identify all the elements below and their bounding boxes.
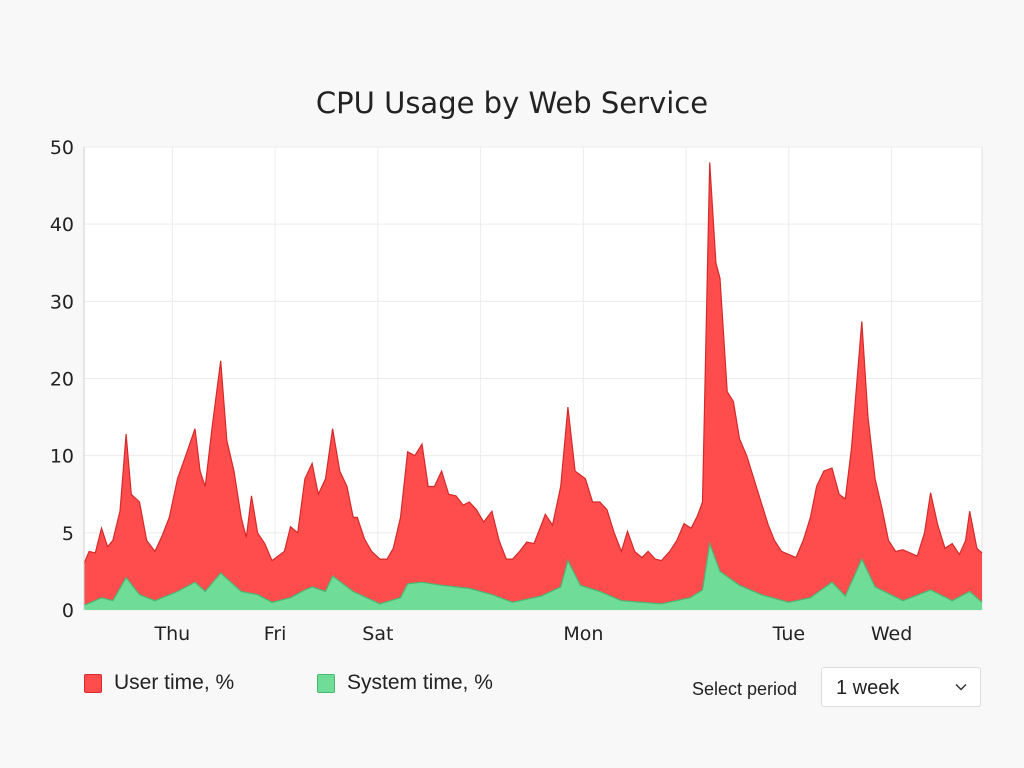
user-time-area bbox=[84, 162, 982, 610]
x-tick-label: Thu bbox=[154, 623, 191, 645]
y-tick-label: 30 bbox=[50, 291, 74, 313]
legend-label-system: System time, % bbox=[347, 671, 493, 694]
x-tick-label: Fri bbox=[264, 623, 287, 645]
legend-swatch-system bbox=[317, 673, 335, 693]
y-tick-label: 0 bbox=[62, 600, 74, 622]
x-tick-label: Tue bbox=[772, 623, 805, 645]
x-tick-label: Wed bbox=[871, 623, 912, 645]
y-tick-label: 50 bbox=[50, 137, 74, 159]
system-time-line bbox=[83, 541, 983, 606]
y-tick-label: 5 bbox=[62, 523, 74, 545]
cpu-usage-chart: 0 5 10 20 30 40 50 Thu Fri Sat Mon Tue Wed bbox=[50, 137, 983, 645]
legend-label-user: User time, % bbox=[114, 671, 235, 694]
select-period-label: Select period bbox=[692, 679, 798, 699]
x-tick-label: Sat bbox=[362, 623, 393, 645]
period-select[interactable]: 1 week bbox=[821, 667, 981, 707]
user-time-line bbox=[83, 162, 983, 564]
period-select-value: 1 week bbox=[836, 677, 900, 699]
legend-swatch-user bbox=[84, 673, 102, 693]
x-tick-label: Mon bbox=[563, 623, 603, 645]
y-tick-label: 10 bbox=[50, 446, 74, 468]
y-tick-label: 20 bbox=[50, 369, 74, 391]
chart-title: CPU Usage by Web Service bbox=[315, 86, 709, 120]
legend-item-system-time[interactable]: System time, % bbox=[317, 671, 493, 695]
y-tick-label: 40 bbox=[50, 214, 74, 236]
legend-item-user-time[interactable]: User time, % bbox=[84, 671, 234, 695]
chevron-down-icon bbox=[955, 683, 967, 691]
